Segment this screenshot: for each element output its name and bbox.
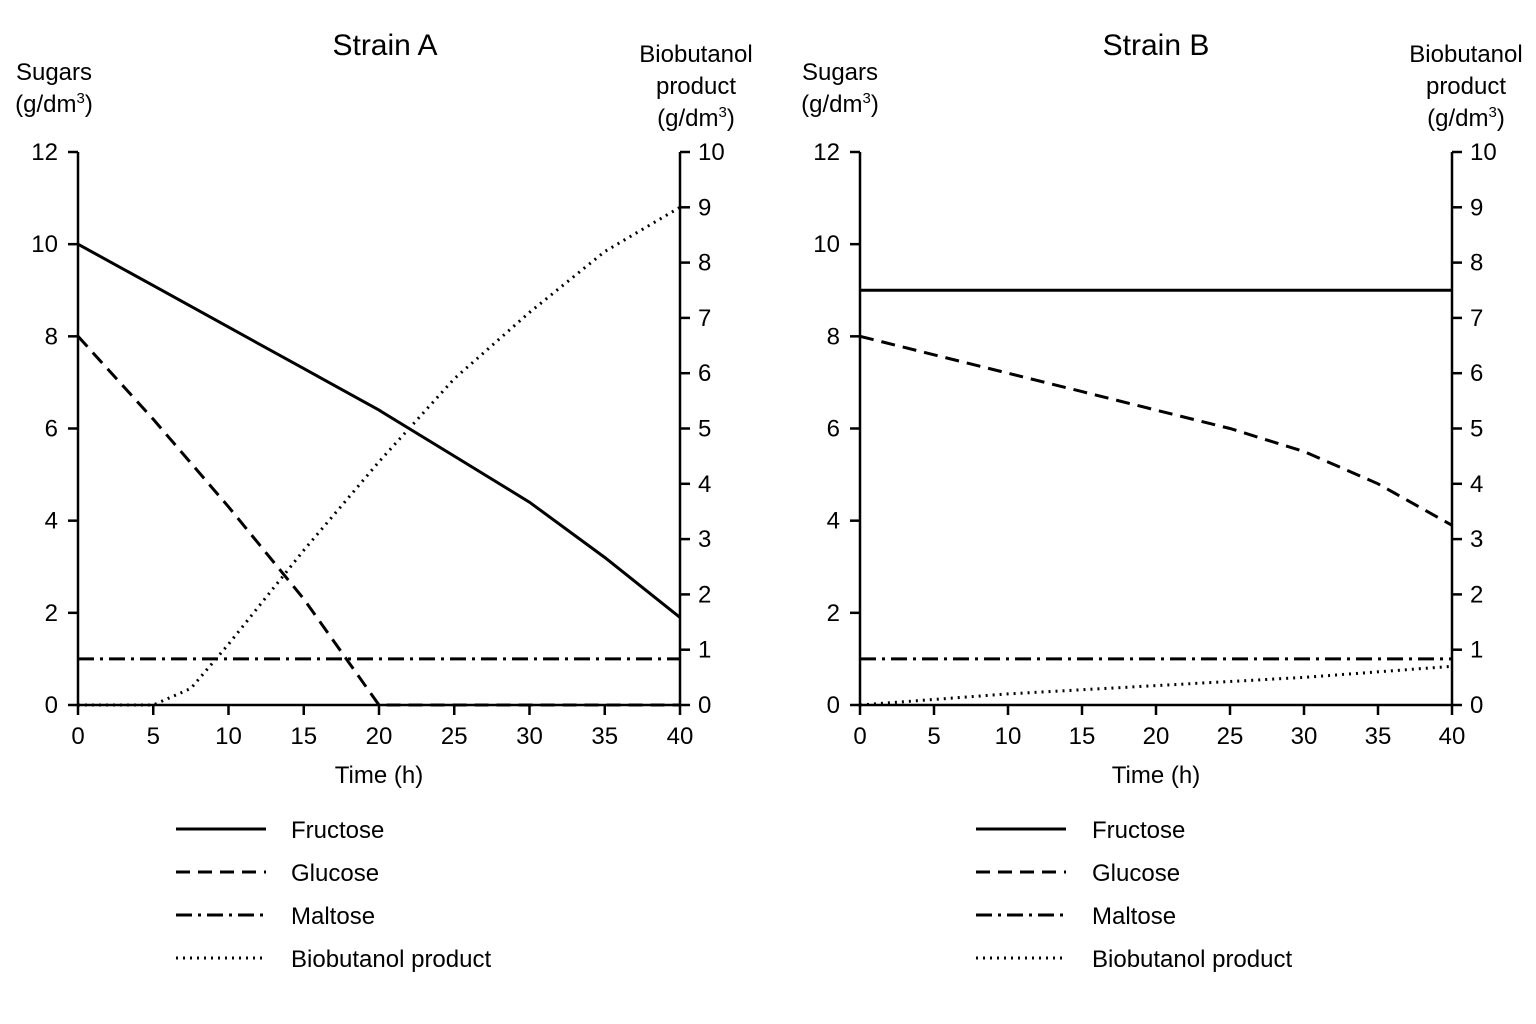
strain-b-left-tick-label: 10 (813, 231, 840, 258)
strain-a-left-tick-label: 6 (45, 416, 58, 443)
strain-b-right-tick-label: 6 (1470, 360, 1483, 387)
strain-a-right-tick-label: 10 (698, 139, 725, 166)
strain-a-right-tick-label: 6 (698, 360, 711, 387)
strain-b-right-tick-label: 10 (1470, 139, 1497, 166)
strain-b-left-tick-label: 8 (827, 323, 840, 350)
strain-a-right-tick-label: 1 (698, 637, 711, 664)
strain-a-right-ylabel-line1: Biobutanol (639, 41, 752, 68)
strain-a-right-tick-label: 9 (698, 194, 711, 221)
strain-a-left-tick-label: 0 (45, 692, 58, 719)
strain-b-right-tick-label: 9 (1470, 194, 1483, 221)
strain-a-x-tick-label: 25 (441, 723, 468, 750)
strain-b-biobutanol-product-line (859, 664, 1453, 707)
strain-a-biobutanol-product-line (78, 206, 681, 707)
strain-b-x-tick-label: 0 (853, 723, 866, 750)
strain-a-x-tick-label: 30 (516, 723, 543, 750)
strain-b-right-tick-label: 1 (1470, 637, 1483, 664)
strain-a-left-tick-label: 10 (31, 231, 58, 258)
strain-b-left-ylabel-line1: Sugars (802, 59, 878, 86)
strain-a-x-tick-label: 20 (366, 723, 393, 750)
strain-a-right-tick-label: 2 (698, 581, 711, 608)
strain-b-x-tick-label: 30 (1291, 723, 1318, 750)
strain-b-x-tick-label: 5 (927, 723, 940, 750)
strain-a-left-tick-label: 4 (45, 508, 58, 535)
strain-a-glucose-line (76, 335, 680, 707)
strain-b-left-tick-label: 4 (827, 508, 840, 535)
strain-b-x-tick-label: 25 (1217, 723, 1244, 750)
strain-a-right-tick-label: 0 (698, 692, 711, 719)
strain-a-left-tick-label: 8 (45, 323, 58, 350)
strain-a-right-tick-label: 4 (698, 471, 711, 498)
strain-b-legend-fructose-label: Fructose (1092, 817, 1185, 844)
strain-b-right-ylabel-line3: (g/dm3) (1427, 104, 1505, 132)
strain-b-left-ylabel-line2: (g/dm3) (801, 90, 879, 118)
strain-a-x-axis-label: Time (h) (335, 762, 423, 789)
strain-a-right-tick-label: 5 (698, 416, 711, 443)
strain-b-legend-maltose-label: Maltose (1092, 903, 1176, 930)
strain-a-left-ylabel-line2: (g/dm3) (15, 90, 93, 118)
strain-b-left-tick-label: 6 (827, 416, 840, 443)
strain-a-left-ylabel-line1: Sugars (16, 59, 92, 86)
strain-a-x-tick-label: 35 (591, 723, 618, 750)
strain-b-right-tick-label: 7 (1470, 305, 1483, 332)
strain-b-left-tick-label: 0 (827, 692, 840, 719)
strain-b-title: Strain B (1103, 29, 1210, 62)
strain-b-x-axis-label: Time (h) (1112, 762, 1200, 789)
strain-b-right-tick-label: 3 (1470, 526, 1483, 553)
strain-b-left-tick-label: 2 (827, 600, 840, 627)
strain-a-x-tick-label: 5 (147, 723, 160, 750)
strain-b-x-tick-label: 20 (1143, 723, 1170, 750)
strain-a-right-tick-label: 3 (698, 526, 711, 553)
strain-a-legend-biobutanol-product-label: Biobutanol product (291, 946, 491, 973)
strain-b-right-tick-label: 8 (1470, 250, 1483, 277)
strain-b-x-tick-label: 35 (1365, 723, 1392, 750)
strain-a-fructose-line (77, 242, 681, 619)
strain-b-x-tick-label: 40 (1439, 723, 1466, 750)
strain-b-right-tick-label: 2 (1470, 581, 1483, 608)
strain-a-right-ylabel-line3: (g/dm3) (657, 104, 735, 132)
strain-a-panel: Strain A Sugars (g/dm3) Biobutanol product (g… (15, 29, 753, 973)
strain-a-x-tick-label: 40 (667, 723, 694, 750)
strain-b-right-tick-label: 5 (1470, 416, 1483, 443)
strain-a-x-tick-label: 0 (71, 723, 84, 750)
strain-a-legend-glucose-label: Glucose (291, 860, 379, 887)
strain-a-legend-maltose-label: Maltose (291, 903, 375, 930)
strain-a-title: Strain A (332, 29, 437, 62)
strain-a-x-tick-label: 10 (215, 723, 242, 750)
strain-a-legend-fructose-label: Fructose (291, 817, 384, 844)
strain-a-left-tick-label: 2 (45, 600, 58, 627)
strain-b-glucose-line (859, 334, 1453, 527)
strain-b-right-tick-label: 0 (1470, 692, 1483, 719)
strain-b-right-ylabel-line1: Biobutanol (1409, 41, 1522, 68)
strain-b-legend-glucose-label: Glucose (1092, 860, 1180, 887)
strain-b-right-ylabel-line2: product (1426, 73, 1506, 100)
strain-a-right-ylabel-line2: product (656, 73, 736, 100)
strain-b-x-tick-label: 10 (995, 723, 1022, 750)
strain-a-right-tick-label: 8 (698, 250, 711, 277)
strain-b-left-tick-label: 12 (813, 139, 840, 166)
strain-b-legend-biobutanol-product-label: Biobutanol product (1092, 946, 1292, 973)
strain-a-right-tick-label: 7 (698, 305, 711, 332)
strain-a-left-tick-label: 12 (31, 139, 58, 166)
strain-b-panel: Strain B Sugars (g/dm3) Biobutanol product (g… (801, 29, 1523, 973)
strain-b-x-tick-label: 15 (1069, 723, 1096, 750)
strain-a-x-tick-label: 15 (290, 723, 317, 750)
strain-b-right-tick-label: 4 (1470, 471, 1483, 498)
